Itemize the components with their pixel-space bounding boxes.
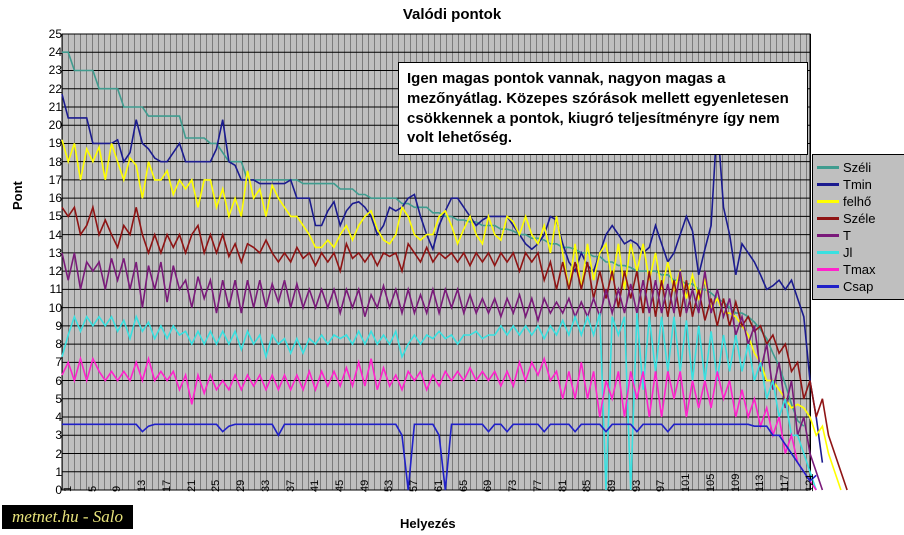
x-tick-label-93: 93	[631, 480, 643, 492]
y-tick-label-20: 20	[28, 118, 62, 132]
y-tick-label-0: 0	[28, 483, 62, 497]
x-tick-label-5: 5	[87, 486, 99, 492]
y-tick-label-15: 15	[28, 209, 62, 223]
y-tick-label-22: 22	[28, 82, 62, 96]
y-tick-label-1: 1	[28, 465, 62, 479]
chart-title: Valódi pontok	[0, 6, 904, 23]
y-tick-label-6: 6	[28, 374, 62, 388]
y-tick-label-14: 14	[28, 228, 62, 242]
x-tick-label-65: 65	[458, 480, 470, 492]
x-tick-label-25: 25	[210, 480, 222, 492]
legend-label-t: T	[843, 228, 851, 243]
x-tick-label-29: 29	[235, 480, 247, 492]
legend-item-széli: Széli	[817, 159, 904, 176]
x-tick-label-45: 45	[334, 480, 346, 492]
x-tick-label-89: 89	[606, 480, 618, 492]
legend-swatch-széli	[817, 166, 839, 169]
legend-item-tmax: Tmax	[817, 261, 904, 278]
legend-item-tmin: Tmin	[817, 176, 904, 193]
x-tick-label-73: 73	[507, 480, 519, 492]
x-tick-label-13: 13	[136, 480, 148, 492]
x-axis-label: Helyezés	[400, 516, 456, 531]
y-tick-label-3: 3	[28, 428, 62, 442]
legend-item-t: T	[817, 227, 904, 244]
series-line-jl	[62, 313, 816, 490]
x-tick-label-9: 9	[111, 486, 123, 492]
legend-label-tmin: Tmin	[843, 177, 872, 192]
y-tick-label-7: 7	[28, 355, 62, 369]
series-line-széle	[62, 207, 847, 490]
watermark-label: metnet.hu - Salo	[2, 505, 133, 529]
y-tick-label-18: 18	[28, 155, 62, 169]
x-tick-label-49: 49	[359, 480, 371, 492]
y-tick-label-9: 9	[28, 319, 62, 333]
legend-swatch-t	[817, 234, 839, 237]
x-tick-label-33: 33	[260, 480, 272, 492]
legend-label-széli: Széli	[843, 160, 871, 175]
legend-swatch-csap	[817, 285, 839, 288]
x-tick-label-53: 53	[383, 480, 395, 492]
legend-box: Széli Tmin felhő Széle T Jl Tmax Csap	[812, 154, 904, 300]
y-tick-label-8: 8	[28, 337, 62, 351]
legend-label-széle: Széle	[843, 211, 876, 226]
legend-swatch-felhő	[817, 200, 839, 203]
y-tick-label-4: 4	[28, 410, 62, 424]
y-axis-label: Pont	[10, 181, 25, 210]
x-tick-label-69: 69	[482, 480, 494, 492]
x-tick-label-113: 113	[754, 474, 766, 492]
x-tick-label-37: 37	[285, 480, 297, 492]
x-tick-label-77: 77	[532, 480, 544, 492]
annotation-textbox: Igen magas pontok vannak, nagyon magas a…	[398, 62, 808, 155]
y-tick-label-24: 24	[28, 45, 62, 59]
y-tick-label-10: 10	[28, 301, 62, 315]
x-tick-label-97: 97	[655, 480, 667, 492]
x-tick-label-121: 121	[804, 474, 816, 492]
y-tick-label-17: 17	[28, 173, 62, 187]
y-tick-label-11: 11	[28, 282, 62, 296]
y-tick-label-13: 13	[28, 246, 62, 260]
x-tick-label-41: 41	[309, 480, 321, 492]
x-tick-label-21: 21	[186, 480, 198, 492]
x-tick-label-105: 105	[705, 474, 717, 492]
legend-label-csap: Csap	[843, 279, 873, 294]
x-tick-label-109: 109	[730, 474, 742, 492]
x-tick-label-1: 1	[62, 486, 74, 492]
y-tick-label-25: 25	[28, 27, 62, 41]
legend-item-széle: Széle	[817, 210, 904, 227]
legend-label-tmax: Tmax	[843, 262, 876, 277]
y-tick-label-2: 2	[28, 447, 62, 461]
x-tick-label-85: 85	[581, 480, 593, 492]
y-tick-label-5: 5	[28, 392, 62, 406]
x-tick-label-117: 117	[779, 474, 791, 492]
x-tick-label-17: 17	[161, 480, 173, 492]
legend-label-felhő: felhő	[843, 194, 871, 209]
x-tick-label-61: 61	[433, 480, 445, 492]
series-line-t	[62, 253, 822, 490]
legend-swatch-tmax	[817, 268, 839, 271]
legend-item-jl: Jl	[817, 244, 904, 261]
legend-swatch-jl	[817, 251, 839, 254]
legend-swatch-tmin	[817, 183, 839, 186]
legend-swatch-széle	[817, 217, 839, 220]
x-tick-label-57: 57	[408, 480, 420, 492]
y-tick-label-23: 23	[28, 63, 62, 77]
legend-item-csap: Csap	[817, 278, 904, 295]
x-tick-label-101: 101	[680, 474, 692, 492]
x-tick-label-81: 81	[557, 480, 569, 492]
legend-label-jl: Jl	[843, 245, 852, 260]
y-tick-label-12: 12	[28, 264, 62, 278]
y-tick-label-21: 21	[28, 100, 62, 114]
y-tick-label-19: 19	[28, 136, 62, 150]
legend-item-felhő: felhő	[817, 193, 904, 210]
y-tick-label-16: 16	[28, 191, 62, 205]
